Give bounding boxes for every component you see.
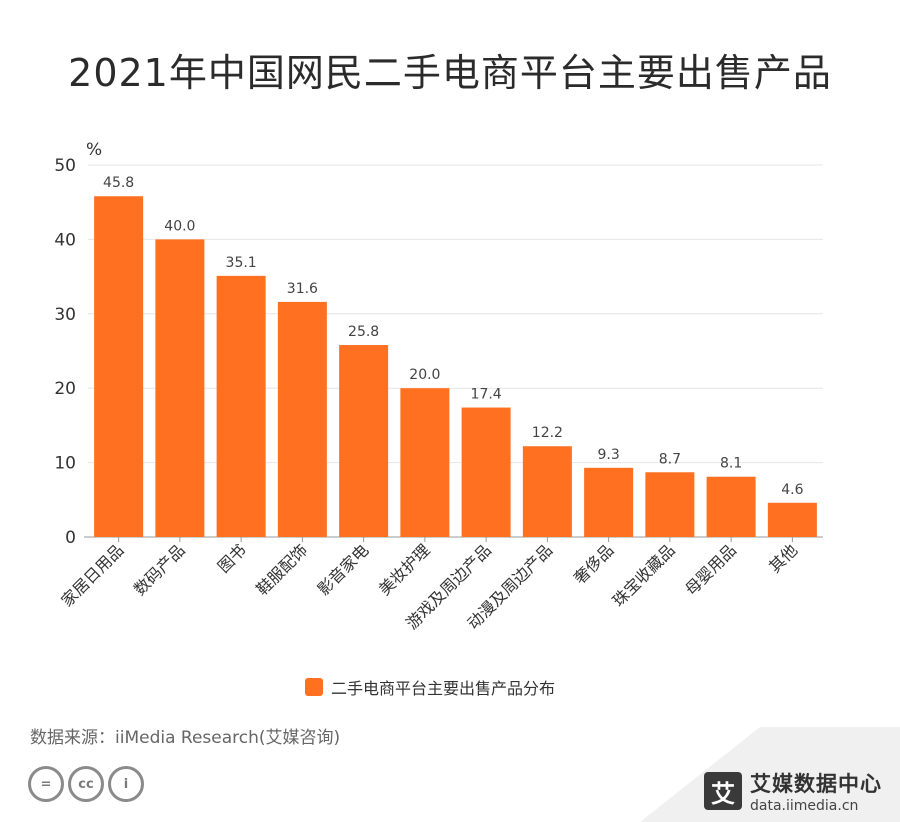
bar — [706, 476, 756, 537]
data-label: 31.6 — [287, 281, 318, 297]
equal-icon: = — [28, 766, 64, 802]
x-tick-label: 母婴用品 — [681, 540, 740, 599]
data-label: 8.1 — [720, 456, 742, 472]
y-axis-unit: % — [86, 140, 102, 160]
bar — [339, 345, 389, 537]
license-icons: = cc i — [28, 766, 144, 802]
y-tick-label: 0 — [65, 528, 76, 548]
x-tick-label: 家居日用品 — [57, 540, 127, 610]
legend-swatch — [305, 678, 323, 696]
y-tick-label: 30 — [54, 305, 76, 325]
data-label: 12.2 — [532, 425, 563, 441]
bar — [522, 446, 572, 537]
x-tick-label: 奢侈品 — [570, 540, 617, 587]
cc-icon: cc — [68, 766, 104, 802]
x-tick-label: 其他 — [765, 540, 801, 576]
legend: 二手电商平台主要出售产品分布 — [305, 675, 555, 699]
y-tick-label: 50 — [54, 156, 76, 176]
bar — [584, 467, 634, 537]
bar — [461, 407, 511, 537]
bar — [645, 472, 695, 537]
data-label: 35.1 — [226, 255, 257, 271]
bar — [400, 388, 450, 537]
data-label: 20.0 — [409, 367, 440, 383]
y-tick-label: 10 — [54, 454, 76, 474]
data-label: 45.8 — [103, 175, 134, 191]
data-label: 25.8 — [348, 324, 379, 340]
chart-title: 2021年中国网民二手电商平台主要出售产品 — [68, 51, 832, 95]
x-tick-label: 鞋服配饰 — [253, 540, 312, 599]
x-tick-label: 珠宝收藏品 — [609, 540, 679, 610]
brand-logo: 艾 艾媒数据中心 data.iimedia.cn — [704, 768, 882, 814]
x-tick-label: 数码产品 — [130, 540, 189, 599]
brand-name: 艾媒数据中心 — [750, 772, 882, 796]
x-tick-label: 图书 — [214, 540, 250, 576]
bar — [216, 275, 266, 537]
bar — [767, 502, 817, 537]
data-label: 4.6 — [781, 482, 803, 498]
x-tick-label: 美妆护理 — [375, 540, 434, 599]
brand-mark-icon: 艾 — [704, 772, 742, 810]
data-label: 17.4 — [471, 387, 502, 403]
bar — [277, 301, 327, 537]
data-label: 9.3 — [597, 447, 619, 463]
brand-url: data.iimedia.cn — [750, 798, 859, 814]
data-label: 40.0 — [164, 218, 195, 234]
data-label: 8.7 — [659, 451, 681, 467]
bar — [94, 196, 144, 538]
legend-label: 二手电商平台主要出售产品分布 — [331, 679, 556, 698]
source-note: 数据来源：iiMedia Research(艾媒咨询) — [30, 728, 341, 748]
bar — [155, 239, 205, 537]
x-tick-label: 影音家电 — [314, 540, 373, 599]
y-tick-label: 40 — [54, 230, 76, 250]
person-icon: i — [108, 766, 144, 802]
y-tick-label: 20 — [54, 379, 76, 399]
